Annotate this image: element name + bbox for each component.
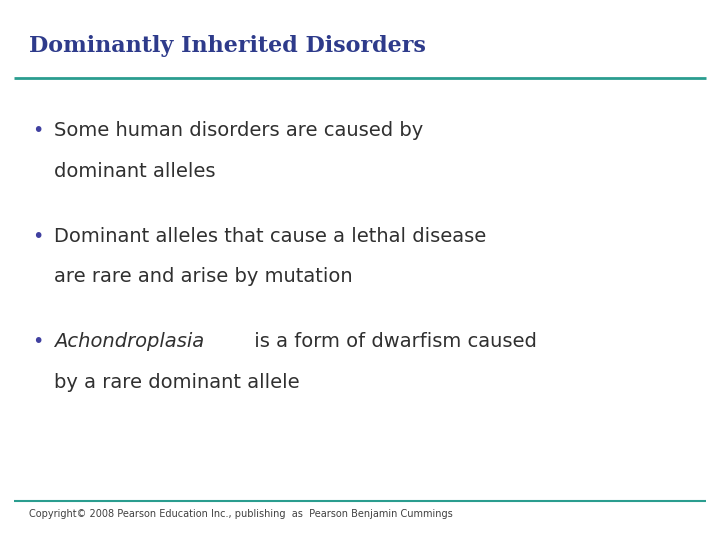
- Text: dominant alleles: dominant alleles: [54, 162, 215, 181]
- Text: •: •: [32, 332, 44, 351]
- Text: are rare and arise by mutation: are rare and arise by mutation: [54, 267, 353, 286]
- Text: Copyright© 2008 Pearson Education Inc., publishing  as  Pearson Benjamin Cumming: Copyright© 2008 Pearson Education Inc., …: [29, 509, 453, 519]
- Text: Dominantly Inherited Disorders: Dominantly Inherited Disorders: [29, 35, 426, 57]
- Text: by a rare dominant allele: by a rare dominant allele: [54, 373, 300, 392]
- Text: •: •: [32, 122, 44, 140]
- Text: Achondroplasia: Achondroplasia: [54, 332, 204, 351]
- Text: •: •: [32, 227, 44, 246]
- Text: Some human disorders are caused by: Some human disorders are caused by: [54, 122, 423, 140]
- Text: Dominant alleles that cause a lethal disease: Dominant alleles that cause a lethal dis…: [54, 227, 486, 246]
- Text: is a form of dwarfism caused: is a form of dwarfism caused: [248, 332, 536, 351]
